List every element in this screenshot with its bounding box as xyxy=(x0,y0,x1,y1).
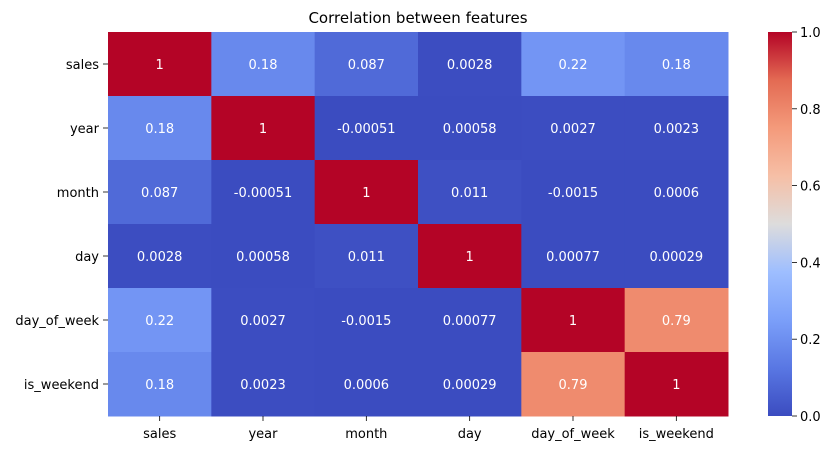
heatmap-cell xyxy=(314,288,419,353)
heatmap-cell xyxy=(624,224,729,289)
heatmap-cell xyxy=(418,160,522,225)
heatmap-cell-label: 0.00058 xyxy=(443,122,497,137)
heatmap-cell-label: 1 xyxy=(569,314,577,329)
heatmap-cells xyxy=(108,32,729,417)
heatmap-value-labels: 1 0.18 0.087 0.0028 0.22 0.18 0.18 1 -0.00051 0.0… xyxy=(137,58,703,393)
heatmap-cell-label: 1 xyxy=(466,250,474,265)
heatmap-cell-label: 1 xyxy=(672,378,680,393)
heatmap-cell-label: 0.79 xyxy=(662,314,691,329)
heatmap-cell xyxy=(418,224,522,289)
heatmap-cell xyxy=(521,224,626,289)
x-tick-label: sales xyxy=(143,427,176,442)
heatmap-cell-label: 0.79 xyxy=(559,378,588,393)
heatmap-cell xyxy=(314,352,419,417)
colorbar: 0.0 0.2 0.4 0.6 0.8 1.0 xyxy=(768,26,821,425)
heatmap-cell-label: 0.0028 xyxy=(137,250,183,265)
colorbar-tick-label: 0.0 xyxy=(800,410,821,425)
x-tick-label: day xyxy=(458,427,482,442)
heatmap-cell xyxy=(624,32,729,97)
heatmap-cell-label: 0.0023 xyxy=(654,122,700,137)
x-tick-label: year xyxy=(248,427,278,442)
heatmap-cell xyxy=(108,224,212,289)
heatmap-cell xyxy=(521,32,626,97)
y-tick-label: is_weekend xyxy=(24,378,99,393)
heatmap-cell xyxy=(521,352,626,417)
heatmap-cell-label: 0.0023 xyxy=(240,378,286,393)
heatmap-cell xyxy=(624,352,729,417)
heatmap-cell-label: 1 xyxy=(259,122,267,137)
heatmap-cell-label: -0.00051 xyxy=(337,122,395,137)
x-axis: sales year month day day_of_week is_weekend xyxy=(143,416,714,442)
colorbar-ticks: 0.0 0.2 0.4 0.6 0.8 1.0 xyxy=(792,26,821,425)
heatmap-cell-label: -0.0015 xyxy=(548,186,598,201)
heatmap-cell xyxy=(418,288,522,353)
x-tick-label: month xyxy=(345,427,387,442)
heatmap-cell-label: 0.00058 xyxy=(236,250,290,265)
heatmap-cell-label: 0.011 xyxy=(348,250,385,265)
heatmap-cell-label: 0.087 xyxy=(141,186,178,201)
heatmap-cell xyxy=(314,96,419,161)
colorbar-gradient xyxy=(768,32,792,416)
heatmap-cell-label: 0.18 xyxy=(249,58,278,73)
heatmap-cell-label: 0.0027 xyxy=(240,314,286,329)
heatmap-cell-label: 0.00029 xyxy=(649,250,703,265)
heatmap-cell xyxy=(108,160,212,225)
colorbar-tick-label: 0.2 xyxy=(800,333,821,348)
y-axis: sales year month day day_of_week is_weekend xyxy=(15,58,108,393)
heatmap-cell-label: 0.00077 xyxy=(443,314,497,329)
y-tick-label: sales xyxy=(66,58,99,73)
colorbar-tick-label: 1.0 xyxy=(800,26,821,41)
colorbar-tick-label: 0.4 xyxy=(800,256,821,271)
heatmap-cell-label: 0.0006 xyxy=(344,378,390,393)
y-tick-label: day_of_week xyxy=(15,314,99,329)
heatmap-cell xyxy=(108,288,212,353)
heatmap-cell xyxy=(211,32,316,97)
heatmap-cell-label: 0.18 xyxy=(662,58,691,73)
y-tick-label: day xyxy=(75,250,99,265)
heatmap-cell xyxy=(108,96,212,161)
heatmap-cell-label: 0.011 xyxy=(451,186,488,201)
heatmap-cell-label: 0.00077 xyxy=(546,250,600,265)
heatmap-cell xyxy=(108,32,212,97)
heatmap-cell xyxy=(624,96,729,161)
heatmap-cell xyxy=(418,96,522,161)
heatmap-cell xyxy=(521,160,626,225)
heatmap-cell xyxy=(418,352,522,417)
heatmap-cell-label: 1 xyxy=(362,186,370,201)
heatmap-cell xyxy=(211,352,316,417)
heatmap-cell xyxy=(314,224,419,289)
x-tick-label: day_of_week xyxy=(531,427,615,442)
colorbar-tick-label: 0.6 xyxy=(800,180,821,195)
heatmap-cell-label: 0.22 xyxy=(145,314,174,329)
heatmap-cell-label: 0.22 xyxy=(559,58,588,73)
heatmap-cell xyxy=(314,32,419,97)
heatmap-cell xyxy=(211,96,316,161)
heatmap-cell-label: 0.00029 xyxy=(443,378,497,393)
heatmap-cell-label: 0.18 xyxy=(145,378,174,393)
heatmap-cell xyxy=(108,352,212,417)
heatmap-cell-label: 1 xyxy=(156,58,164,73)
x-tick-label: is_weekend xyxy=(639,427,714,442)
heatmap-cell-label: 0.087 xyxy=(348,58,385,73)
colorbar-tick-label: 0.8 xyxy=(800,103,821,118)
y-tick-label: month xyxy=(57,186,99,201)
chart-title: Correlation between features xyxy=(308,9,527,27)
heatmap-cell-label: -0.00051 xyxy=(234,186,292,201)
y-tick-label: year xyxy=(70,122,100,137)
heatmap-cell-label: 0.0028 xyxy=(447,58,493,73)
heatmap-cell-label: -0.0015 xyxy=(341,314,391,329)
heatmap-cell xyxy=(211,288,316,353)
heatmap-cell xyxy=(521,288,626,353)
heatmap-cell-label: 0.18 xyxy=(145,122,174,137)
heatmap-cell-label: 0.0027 xyxy=(550,122,596,137)
heatmap-cell xyxy=(314,160,419,225)
heatmap-cell xyxy=(624,288,729,353)
heatmap-cell xyxy=(624,160,729,225)
heatmap-cell xyxy=(521,96,626,161)
heatmap-cell-label: 0.0006 xyxy=(654,186,700,201)
heatmap-cell xyxy=(418,32,522,97)
heatmap-cell xyxy=(211,160,316,225)
heatmap-cell xyxy=(211,224,316,289)
